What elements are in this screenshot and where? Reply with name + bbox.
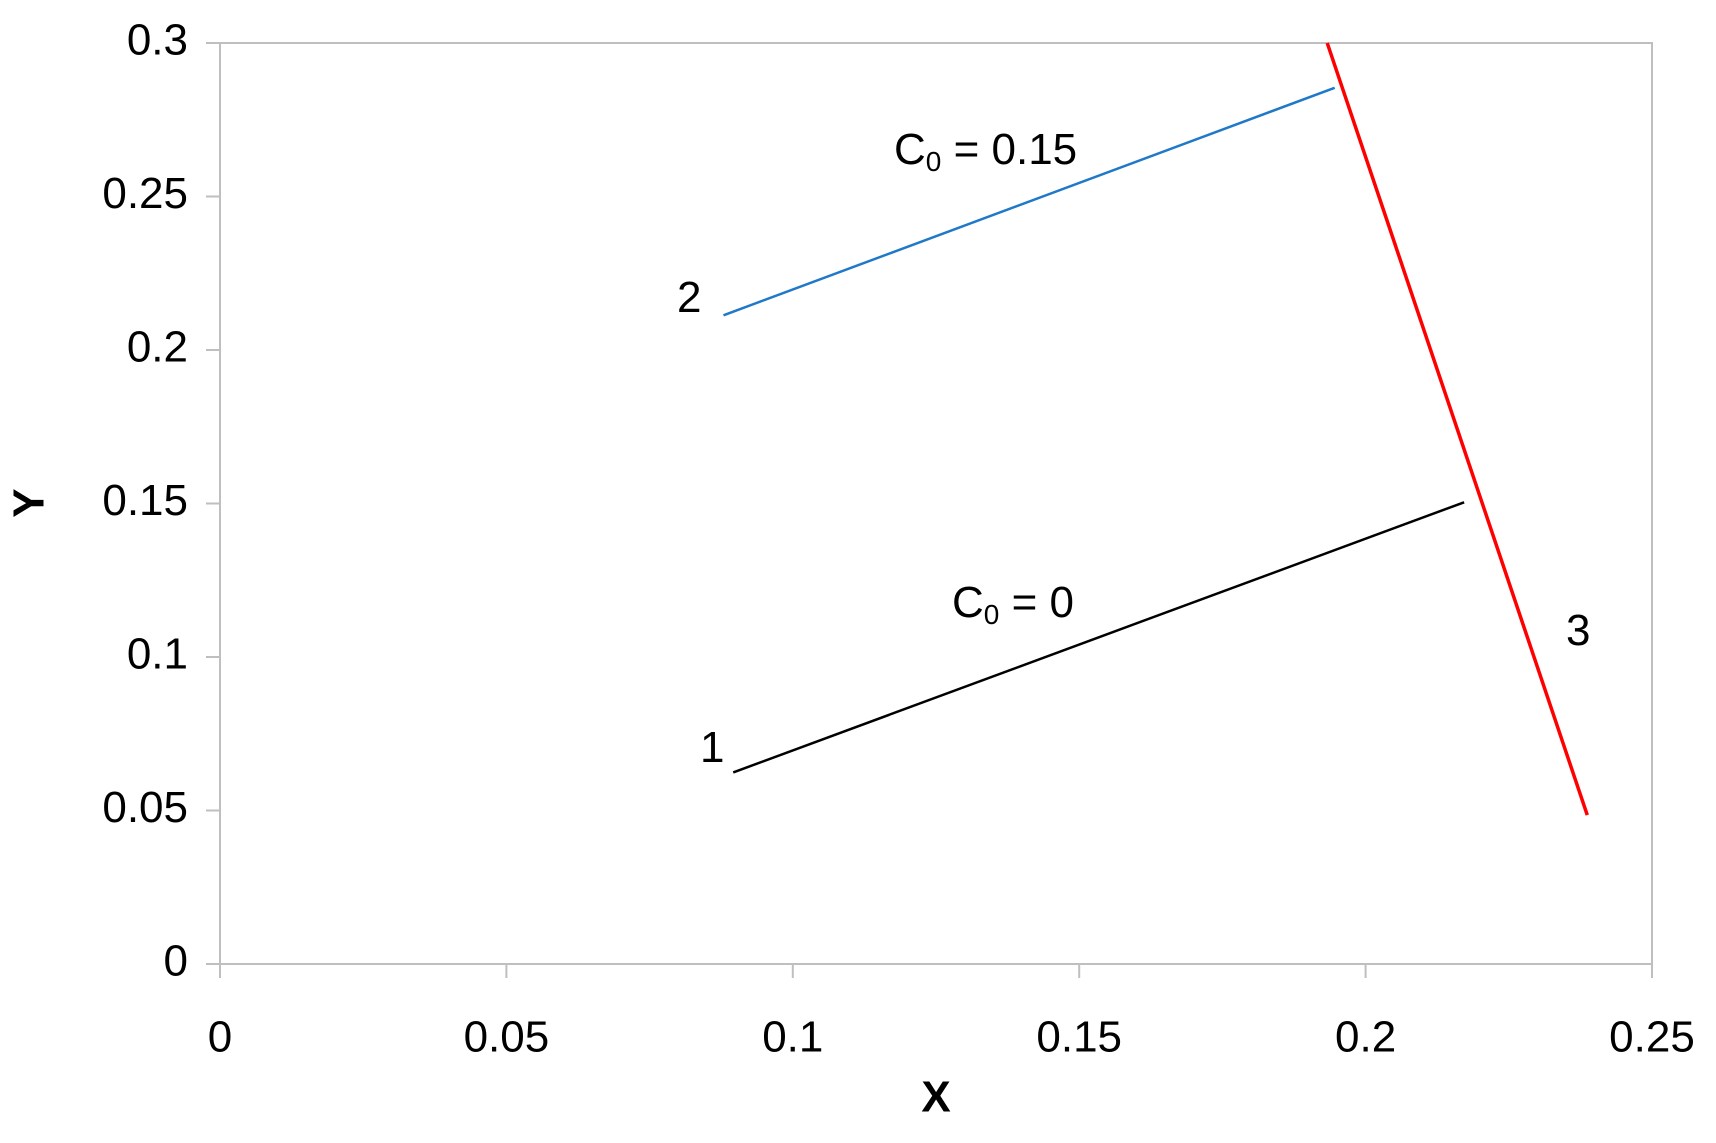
x-tick-label: 0.15 — [1036, 1013, 1122, 1062]
x-tick-label: 0 — [208, 1013, 232, 1062]
series-line — [732, 501, 1465, 774]
x-tick-label: 0.25 — [1609, 1013, 1695, 1062]
y-tick-label: 0.15 — [102, 476, 188, 525]
annotation-suffix: = 0.15 — [941, 125, 1077, 174]
x-tick-label: 0.1 — [762, 1013, 823, 1062]
x-axis-title: X — [921, 1073, 950, 1122]
annotation: C0 = 0 — [952, 578, 1074, 631]
annotation-subscript: 0 — [926, 146, 942, 177]
y-tick-label: 0 — [164, 937, 188, 986]
annotation-text: C — [952, 578, 984, 627]
y-tick-label: 0.3 — [127, 16, 188, 65]
annotation-subscript: 0 — [984, 599, 1000, 630]
y-axis-title: Y — [5, 488, 54, 517]
plot-frame — [219, 42, 1653, 965]
annotation: 3 — [1566, 606, 1590, 655]
x-tick-label: 0.2 — [1335, 1013, 1396, 1062]
annotation: C0 = 0.15 — [894, 125, 1077, 178]
x-tick-label: 0.05 — [464, 1013, 550, 1062]
y-tick-label: 0.25 — [102, 169, 188, 218]
y-tick-label: 0.1 — [127, 630, 188, 679]
series-line — [723, 86, 1336, 317]
y-tick-label: 0.2 — [127, 323, 188, 372]
annotation-text: 1 — [700, 723, 724, 772]
annotation-text: 3 — [1566, 606, 1590, 655]
y-tick-label: 0.05 — [102, 783, 188, 832]
annotation: 1 — [700, 723, 724, 772]
annotation-suffix: = 0 — [999, 578, 1074, 627]
series-line — [1325, 42, 1589, 816]
annotation: 2 — [677, 273, 701, 322]
annotation-text: C — [894, 125, 926, 174]
annotation-text: 2 — [677, 273, 701, 322]
